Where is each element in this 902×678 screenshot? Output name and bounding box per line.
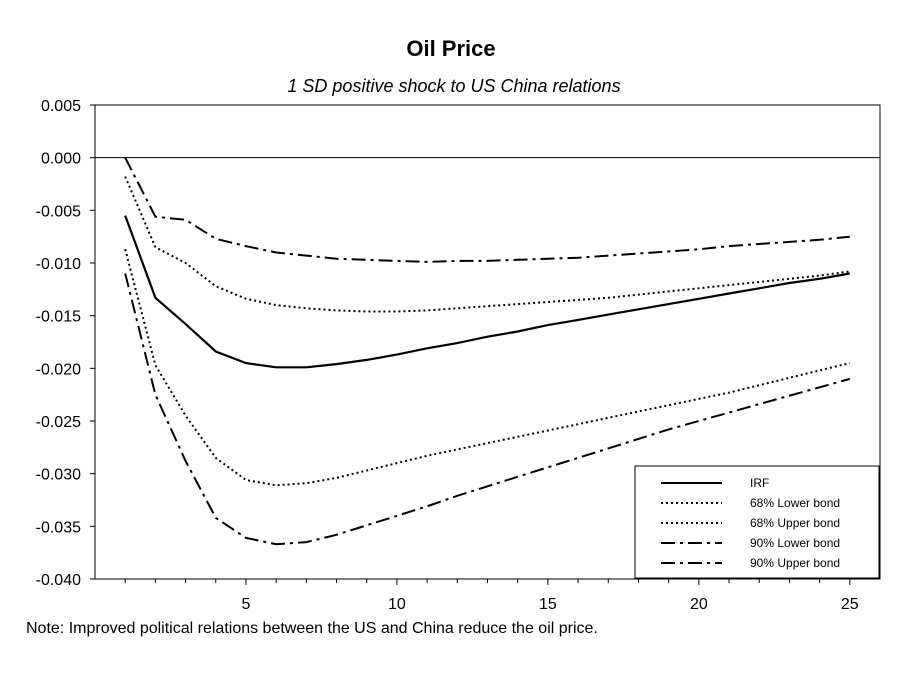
series-line-1: [124, 215, 850, 369]
legend-label: IRF: [750, 476, 769, 490]
y-tick-label: -0.005: [36, 203, 81, 220]
chart-subtitle: 1 SD positive shock to US China relation…: [287, 76, 620, 96]
y-tick-label: 0.005: [41, 98, 81, 115]
x-tick-label: 20: [690, 596, 708, 613]
series-line-3: [124, 176, 850, 313]
y-tick-label: -0.040: [36, 572, 81, 589]
y-axis: 0.005 0.000 -0.005 -0.010 -0.015 -0.020 -0.025…: [36, 98, 95, 589]
y-tick-label: -0.015: [36, 309, 81, 326]
x-tick-label: 25: [841, 596, 859, 613]
oil-price-chart: Oil Price 1 SD positive shock to US Chin…: [36, 36, 881, 613]
chart-note: Note: Improved political relations betwe…: [26, 620, 598, 637]
y-tick-label: -0.025: [36, 414, 81, 431]
legend-label: 68% Lower bond: [750, 496, 840, 510]
y-tick-label: -0.030: [36, 467, 81, 484]
series-layer: [124, 157, 851, 546]
y-tick-label: 0.000: [41, 151, 81, 168]
series-line-5: [124, 157, 850, 263]
legend-label: 90% Lower bond: [750, 536, 840, 550]
legend-label: 90% Upper bond: [750, 556, 840, 570]
y-tick-label: -0.010: [36, 256, 81, 273]
legend-box: [634, 465, 880, 579]
x-tick-label: 5: [242, 596, 251, 613]
x-tick-label: 15: [539, 596, 557, 613]
y-tick-label: -0.020: [36, 361, 81, 378]
x-tick-label: 10: [388, 596, 406, 613]
series-line-2: [124, 249, 851, 487]
x-axis: 5 10 15 20 25: [124, 579, 859, 613]
legend: IRF 68% Lower bond 68% Upper bond 90% Lower…: [634, 465, 880, 579]
series-line-4: [124, 273, 851, 546]
legend-items: IRF 68% Lower bond 68% Upper bond 90% Lower…: [661, 476, 840, 570]
legend-label: 68% Upper bond: [750, 516, 840, 530]
y-tick-label: -0.035: [36, 519, 81, 536]
chart-title: Oil Price: [406, 36, 495, 61]
